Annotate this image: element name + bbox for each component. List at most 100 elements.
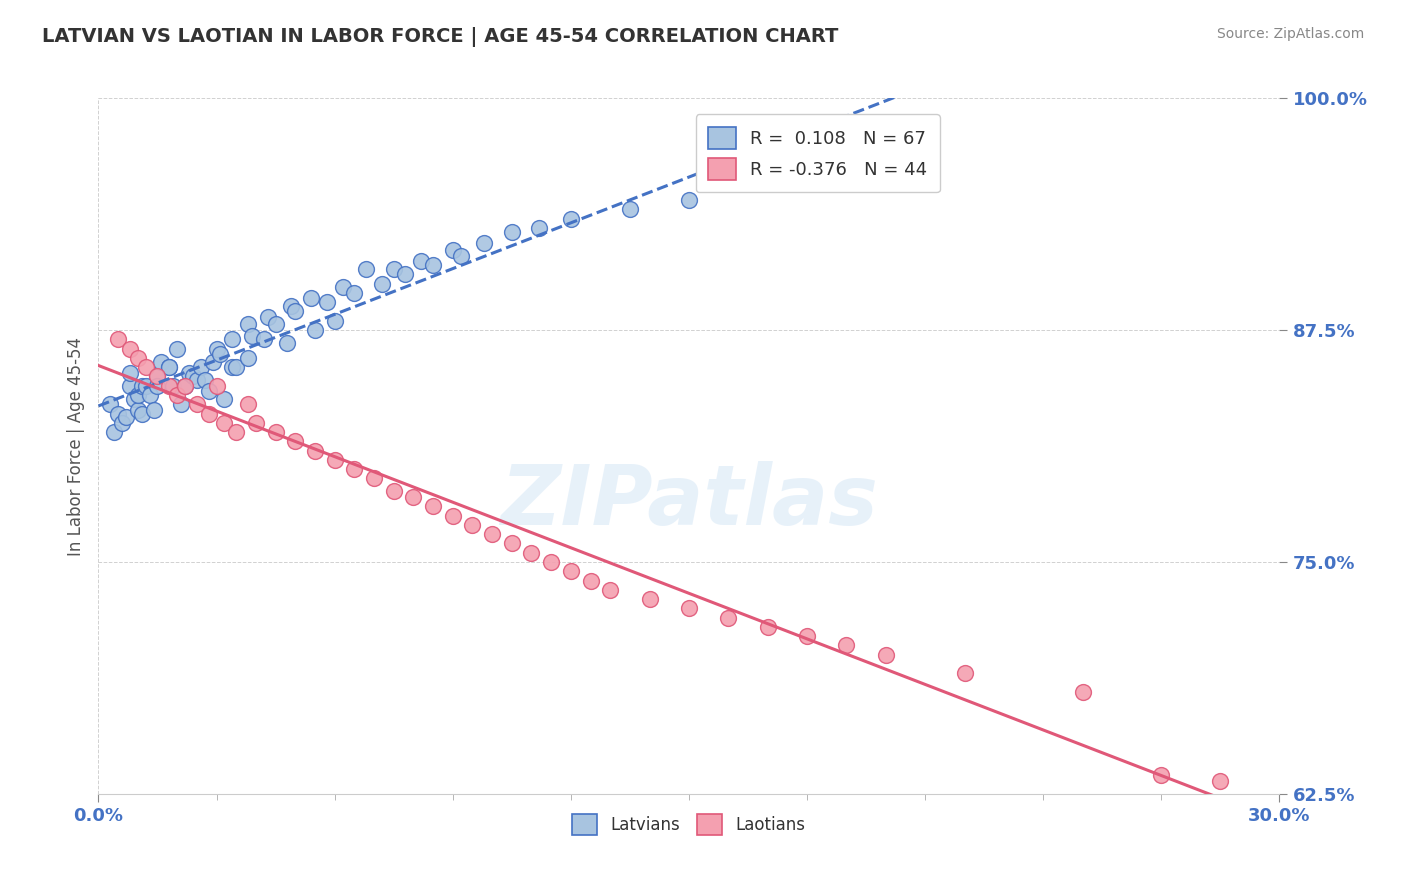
Point bbox=[343, 462, 366, 476]
Text: LATVIAN VS LAOTIAN IN LABOR FORCE | AGE 45-54 CORRELATION CHART: LATVIAN VS LAOTIAN IN LABOR FORCE | AGE … bbox=[42, 27, 838, 46]
Point bbox=[304, 323, 326, 337]
Point bbox=[127, 402, 149, 417]
Point bbox=[1150, 768, 1173, 782]
Point bbox=[157, 378, 180, 392]
Point bbox=[875, 648, 897, 662]
Point bbox=[131, 407, 153, 421]
Point bbox=[138, 388, 160, 402]
Point bbox=[481, 527, 503, 541]
Point bbox=[127, 388, 149, 402]
Point bbox=[382, 261, 405, 276]
Point bbox=[756, 620, 779, 634]
Point bbox=[461, 517, 484, 532]
Point bbox=[382, 484, 405, 499]
Point bbox=[127, 351, 149, 365]
Point bbox=[181, 369, 204, 384]
Point bbox=[354, 261, 377, 276]
Point bbox=[111, 416, 134, 430]
Point bbox=[276, 336, 298, 351]
Point bbox=[520, 546, 543, 560]
Point bbox=[209, 347, 232, 361]
Point bbox=[236, 397, 259, 411]
Point bbox=[131, 378, 153, 392]
Point bbox=[402, 490, 425, 504]
Point bbox=[197, 384, 219, 399]
Point bbox=[146, 369, 169, 384]
Point bbox=[221, 360, 243, 375]
Point bbox=[441, 244, 464, 258]
Point bbox=[579, 574, 602, 588]
Point bbox=[472, 235, 495, 250]
Point bbox=[717, 610, 740, 624]
Point bbox=[177, 366, 200, 380]
Point bbox=[146, 369, 169, 384]
Point bbox=[174, 378, 197, 392]
Point bbox=[221, 332, 243, 346]
Point bbox=[118, 366, 141, 380]
Point bbox=[256, 310, 278, 324]
Point bbox=[560, 564, 582, 578]
Point bbox=[107, 332, 129, 346]
Point bbox=[560, 211, 582, 226]
Point bbox=[201, 354, 224, 368]
Point bbox=[280, 299, 302, 313]
Point bbox=[1071, 685, 1094, 699]
Point bbox=[304, 443, 326, 458]
Point bbox=[264, 318, 287, 332]
Point bbox=[678, 601, 700, 615]
Point bbox=[115, 410, 138, 425]
Point bbox=[214, 392, 236, 406]
Point bbox=[529, 221, 551, 235]
Point bbox=[118, 342, 141, 356]
Point bbox=[174, 378, 197, 392]
Point bbox=[214, 416, 236, 430]
Point bbox=[394, 268, 416, 282]
Point bbox=[371, 277, 394, 291]
Point bbox=[162, 378, 184, 392]
Point bbox=[450, 249, 472, 263]
Point bbox=[599, 582, 621, 597]
Point bbox=[299, 292, 322, 306]
Point bbox=[166, 342, 188, 356]
Point bbox=[835, 639, 858, 653]
Point bbox=[323, 453, 346, 467]
Point bbox=[186, 397, 208, 411]
Point bbox=[157, 360, 180, 375]
Point bbox=[284, 304, 307, 318]
Point bbox=[619, 202, 641, 217]
Point bbox=[135, 378, 157, 392]
Point bbox=[157, 360, 180, 375]
Point bbox=[107, 407, 129, 421]
Point bbox=[190, 360, 212, 375]
Point bbox=[240, 328, 263, 343]
Point bbox=[422, 258, 444, 272]
Point bbox=[225, 425, 247, 439]
Point bbox=[1209, 773, 1232, 788]
Point bbox=[146, 378, 169, 392]
Point bbox=[142, 402, 165, 417]
Point bbox=[150, 354, 173, 368]
Point bbox=[501, 536, 523, 550]
Point bbox=[796, 629, 818, 643]
Y-axis label: In Labor Force | Age 45-54: In Labor Force | Age 45-54 bbox=[66, 336, 84, 556]
Point bbox=[186, 373, 208, 387]
Point bbox=[315, 295, 337, 310]
Point bbox=[501, 225, 523, 239]
Point bbox=[441, 508, 464, 523]
Point bbox=[638, 592, 661, 607]
Point bbox=[422, 500, 444, 514]
Point bbox=[205, 378, 228, 392]
Legend: Latvians, Laotians: Latvians, Laotians bbox=[565, 807, 813, 841]
Point bbox=[205, 342, 228, 356]
Point bbox=[264, 425, 287, 439]
Text: ZIPatlas: ZIPatlas bbox=[501, 461, 877, 542]
Point bbox=[284, 434, 307, 449]
Point bbox=[170, 397, 193, 411]
Point bbox=[253, 332, 276, 346]
Point bbox=[103, 425, 125, 439]
Point bbox=[343, 285, 366, 300]
Point bbox=[678, 193, 700, 207]
Point bbox=[332, 280, 354, 294]
Point bbox=[98, 397, 121, 411]
Point bbox=[197, 407, 219, 421]
